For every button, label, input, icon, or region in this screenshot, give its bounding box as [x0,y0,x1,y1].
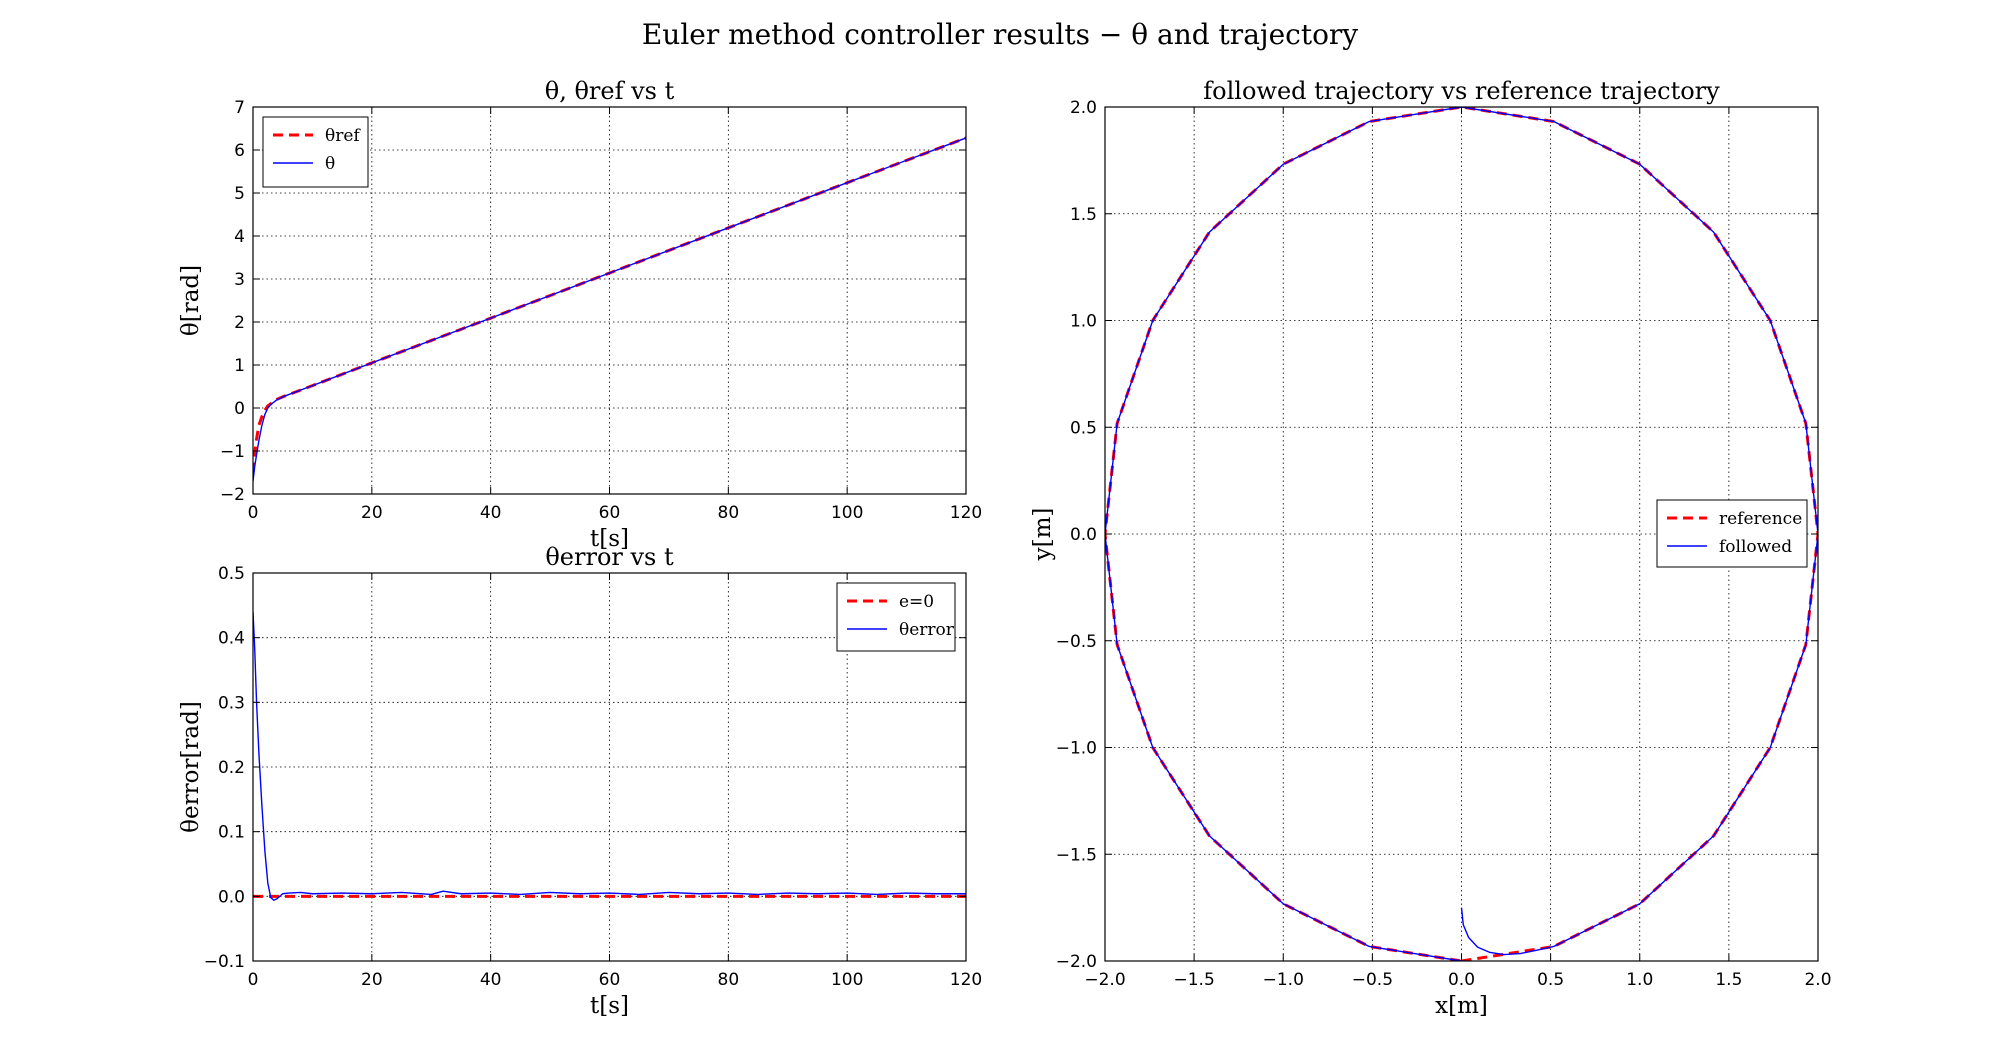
trajectory-ytick-label: 1.0 [1070,312,1097,332]
figure-suptitle: Euler method controller results − θ and … [642,18,1358,51]
trajectory-xtick-label: 1.5 [1715,970,1742,990]
error-xtick-label: 0 [248,970,259,990]
theta-series-θ-line [253,137,966,482]
error-xlabel: t[s] [590,993,629,1019]
theta-xtick-label: 40 [480,503,502,523]
trajectory-ytick-label: 1.5 [1070,205,1097,225]
trajectory-ytick-label: 0.0 [1070,525,1097,545]
error-legend: e=0 θerror [836,582,956,652]
trajectory-ytick-label: −1.5 [1056,845,1097,865]
error-xtick-label: 120 [950,970,982,990]
error-xtick-label: 40 [480,970,502,990]
theta-xtick-label: 80 [718,503,740,523]
error-xtick-label: 60 [599,970,621,990]
error-xtick-label: 100 [831,970,863,990]
theta-xtick-label: 120 [950,503,982,523]
chart-error: 0 20 40 60 80 100 120 −0.1 0.0 0.1 0.2 0.3 0.4 0.5 θer… [178,543,982,1019]
chart-trajectory: −2.0 −1.5 −1.0 −0.5 0.0 0.5 1.0 1.5 2.0 −2.0 −1.5 −… [1030,77,1832,1019]
trajectory-ylabel: y[m] [1030,508,1056,562]
chart-theta: 0 20 40 60 80 100 120 −2 −1 0 1 2 3 4 5 6 7 θ, θref vs t t… [178,77,982,552]
trajectory-xtick-label: −1.0 [1263,970,1304,990]
trajectory-xtick-label: −2.0 [1084,970,1125,990]
theta-ytick-label: 4 [234,227,245,247]
theta-legend-label: θ [325,154,335,174]
error-ytick-label: 0.3 [218,693,245,713]
theta-ylabel: θ[rad] [178,265,204,336]
trajectory-xtick-label: 1.0 [1626,970,1653,990]
error-series-θerror-line [253,611,966,901]
error-xtick-label: 20 [361,970,383,990]
theta-ytick-label: 7 [234,98,245,118]
trajectory-xtick-label: 2.0 [1804,970,1831,990]
theta-ytick-label: 2 [234,313,245,333]
trajectory-ytick-label: 2.0 [1070,98,1097,118]
theta-legend: θref θ [262,116,369,188]
trajectory-title: followed trajectory vs reference traject… [1203,77,1720,105]
theta-ytick-label: 1 [234,356,245,376]
error-title: θerror vs t [545,543,674,571]
error-ytick-label: 0.1 [218,823,245,843]
theta-legend-box [262,116,369,188]
error-ylabel: θerror[rad] [178,701,204,833]
error-ytick-label: −0.1 [204,952,245,972]
trajectory-ytick-label: −1.0 [1056,739,1097,759]
error-legend-box [836,582,956,652]
error-ytick-label: 0.0 [218,887,245,907]
theta-xtick-label: 20 [361,503,383,523]
theta-ytick-label: 0 [234,399,245,419]
trajectory-ytick-label: −0.5 [1056,632,1097,652]
theta-xlabel: t[s] [590,526,629,552]
trajectory-legend-label: followed [1719,537,1792,557]
trajectory-xlabel: x[m] [1435,993,1488,1019]
trajectory-legend-label: reference [1719,509,1802,529]
theta-ytick-label: 5 [234,184,245,204]
trajectory-legend: reference followed [1656,499,1808,568]
error-legend-label: θerror [899,620,955,640]
error-ytick-label: 0.2 [218,758,245,778]
theta-ytick-label: 3 [234,270,245,290]
error-xtick-label: 80 [718,970,740,990]
trajectory-ytick-label: −2.0 [1056,952,1097,972]
trajectory-xtick-label: 0.0 [1448,970,1475,990]
trajectory-xtick-label: 0.5 [1537,970,1564,990]
error-ytick-label: 0.4 [218,629,245,649]
error-ytick-label: 0.5 [218,564,245,584]
theta-legend-label: θref [325,126,361,146]
theta-xtick-label: 0 [248,503,259,523]
theta-xtick-label: 100 [831,503,863,523]
theta-xtick-label: 60 [599,503,621,523]
trajectory-ytick-label: 0.5 [1070,418,1097,438]
trajectory-legend-box [1656,499,1808,568]
theta-ytick-label: 6 [234,141,245,161]
theta-ytick-label: −2 [220,485,245,505]
trajectory-xtick-label: −0.5 [1352,970,1393,990]
trajectory-series-followed-line [1105,107,1818,961]
trajectory-xtick-label: −1.5 [1173,970,1214,990]
theta-ytick-label: −1 [220,442,245,462]
error-legend-label: e=0 [899,592,934,612]
theta-title: θ, θref vs t [545,77,675,105]
